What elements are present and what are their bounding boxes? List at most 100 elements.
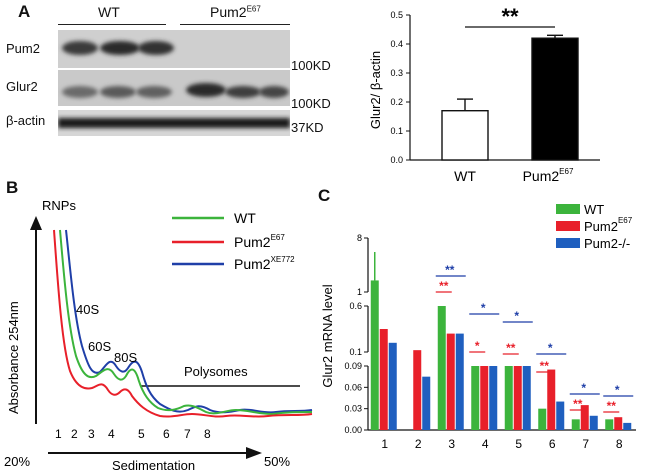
bar-chart-c: 8 1 0.6 0.1 0.09 0.06 0.03 0.00 Glur2 mRNA level…	[320, 202, 636, 451]
bar-6-1	[547, 369, 556, 430]
y-tick-label: 8	[357, 233, 362, 243]
blot-row-label-pum2: Pum2	[6, 41, 40, 56]
fraction-6: 6	[163, 427, 170, 441]
y-axis-title: Glur2/ β-actin	[368, 51, 383, 129]
sig-blue-8: *	[615, 383, 620, 397]
fraction-5: 5	[138, 427, 145, 441]
y-tick-label: 0.06	[344, 382, 362, 392]
band-glur2-mut2	[225, 86, 261, 98]
pum2-superscript: E67	[246, 4, 261, 14]
bar-1	[531, 37, 579, 161]
legend-label-0: WT	[584, 202, 604, 217]
sig-stars: **	[501, 4, 519, 29]
x-tick-label: 2	[415, 437, 422, 451]
bar-4-2	[489, 366, 498, 430]
fraction-1: 1	[55, 427, 62, 441]
x-label-wt: WT	[454, 168, 476, 184]
profile-ylabel: Absorbance 254nm	[6, 301, 21, 414]
band-pum2-wt1	[62, 41, 98, 55]
blot-group-pum2: Pum2E67	[210, 4, 261, 20]
sig-red-8: **	[607, 399, 617, 413]
legend-swatch-1	[556, 221, 580, 231]
bar-5-0	[504, 366, 513, 430]
legend-swatch-0	[556, 204, 580, 214]
bar-1-2	[388, 342, 397, 430]
bar-8-2	[623, 422, 632, 430]
bar-5-1	[513, 366, 522, 430]
polysome-profile: RNPs 40S 60S 80S Polysomes Absorbance 25…	[4, 198, 313, 472]
western-blot	[58, 30, 290, 136]
x-tick-label: 5	[515, 437, 522, 451]
y-tick-label: 0.00	[344, 425, 362, 435]
bar-0	[441, 109, 489, 161]
size-label-glur2: 100KD	[291, 96, 331, 111]
x-tick-label: 1	[381, 437, 388, 451]
y-tick-label: 0.2	[390, 97, 403, 107]
label-polysomes: Polysomes	[184, 364, 248, 379]
bar-3-2	[455, 333, 464, 430]
y-axis-title: Glur2 mRNA level	[320, 284, 335, 387]
profile-xlabel: Sedimentation	[112, 458, 195, 472]
panel-letter-c: C	[318, 186, 331, 205]
band-glur2-mut3	[259, 86, 289, 98]
x-tick-label: 4	[482, 437, 489, 451]
blot-group-wt: WT	[98, 4, 120, 20]
sig-red-7: **	[573, 397, 583, 411]
bar-7-2	[589, 415, 598, 430]
bar-7-1	[580, 405, 589, 430]
band-actin	[58, 118, 290, 128]
sig-blue-3: **	[445, 263, 455, 277]
blot-row-label-actin: β-actin	[6, 113, 46, 128]
label-60s: 60S	[88, 339, 111, 354]
bar-6-2	[556, 401, 565, 430]
sig-red-6: **	[540, 359, 550, 373]
bar-8-1	[614, 417, 623, 430]
y-tick-label: 0.1	[349, 347, 362, 357]
sig-blue-7: *	[581, 381, 586, 395]
fraction-8: 8	[204, 427, 211, 441]
fraction-3: 3	[88, 427, 95, 441]
curve-e67	[53, 229, 313, 418]
bar-8-0	[605, 419, 614, 430]
bar-5-2	[522, 366, 531, 430]
legend-label-e67: Pum2E67	[234, 233, 285, 250]
bar-7-0	[571, 419, 580, 430]
label-rnps: RNPs	[42, 198, 76, 213]
bar-chart-a: 0.0 0.1 0.2 0.3 0.4 0.5 Glur2/ β-actin ** WT Pum2…	[368, 4, 600, 184]
fraction-4: 4	[108, 427, 115, 441]
bar-1-0	[370, 280, 379, 430]
legend-label-1: Pum2E67	[584, 216, 633, 234]
band-pum2-wt3	[138, 41, 174, 55]
panel-letter-a: A	[18, 2, 31, 21]
sig-blue-5: *	[514, 309, 519, 323]
pum2-label: Pum2	[210, 4, 247, 20]
bar-6-0	[538, 408, 547, 430]
x-tick-label: 8	[616, 437, 623, 451]
x-label-pum2: Pum2E67	[523, 167, 574, 184]
blot-row-label-glur2: Glur2	[6, 79, 38, 94]
sig-red-5: **	[506, 341, 516, 355]
size-label-actin: 37KD	[291, 120, 324, 135]
x-tick-label: 6	[549, 437, 556, 451]
sig-blue-6: *	[548, 341, 553, 355]
band-pum2-wt2	[100, 41, 140, 55]
bar-4-0	[471, 366, 480, 430]
x-tick-label: 3	[448, 437, 455, 451]
y-tick-label: 0.0	[390, 155, 403, 165]
y-tick-label: 0.5	[390, 10, 403, 20]
y-tick-label: 0.1	[390, 126, 403, 136]
y-tick-label: 0.3	[390, 68, 403, 78]
y-tick-label: 0.03	[344, 404, 362, 414]
band-glur2-wt1	[62, 86, 98, 98]
size-label-pum2: 100KD	[291, 58, 331, 73]
pum2-underline	[180, 24, 290, 25]
label-20pct: 20%	[4, 454, 30, 469]
bar-3-1	[446, 333, 455, 430]
bar-4-1	[480, 366, 489, 430]
legend-label-wt: WT	[234, 210, 256, 226]
legend-label-xe772: Pum2XE772	[234, 255, 295, 272]
y-tick-label: 1	[357, 287, 362, 297]
legend-swatch-2	[556, 238, 580, 248]
wt-underline	[58, 24, 166, 25]
y-tick-label: 0.6	[349, 301, 362, 311]
